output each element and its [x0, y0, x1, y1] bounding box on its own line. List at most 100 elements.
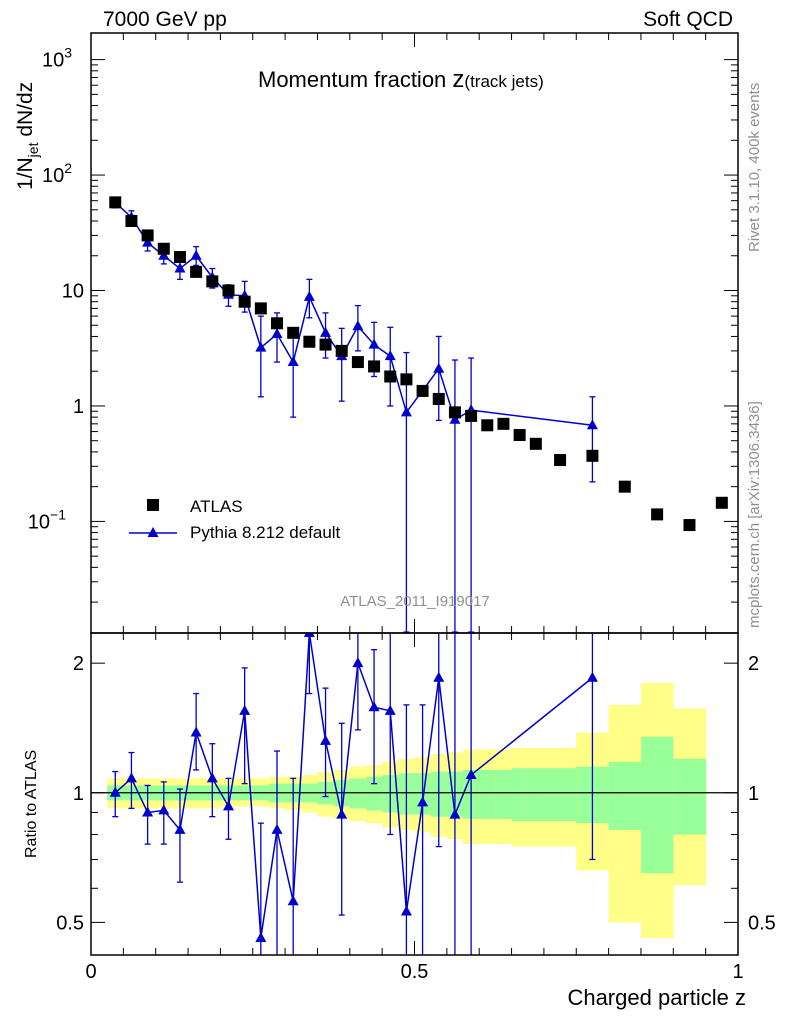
atlas-point: [206, 275, 219, 288]
ratio-point: [433, 671, 445, 682]
pythia-point: [287, 356, 299, 367]
atlas-point: [271, 317, 284, 330]
band-inner: [640, 736, 674, 874]
x-tick-label: 1: [732, 961, 743, 983]
atlas-point: [400, 373, 413, 386]
atlas-point: [368, 360, 381, 373]
atlas-point: [513, 429, 526, 442]
atlas-point: [465, 409, 478, 422]
ratio-y-tick-label-left: 0.5: [56, 912, 84, 934]
band-inner: [479, 769, 496, 819]
main-y-tick-label: 1: [73, 396, 84, 418]
ratio-point: [384, 704, 396, 715]
pythia-point: [271, 328, 283, 339]
atlas-point: [618, 480, 631, 493]
ratio-point: [368, 701, 380, 712]
x-tick-label: 0: [85, 961, 96, 983]
ratio-point: [142, 806, 154, 817]
pythia-point: [255, 341, 267, 352]
main-y-tick-label: 10: [62, 281, 84, 303]
ratio-point: [400, 905, 412, 916]
ratio-point: [352, 657, 364, 668]
main-y-axis-label: 1/Njet dN/dz: [14, 82, 41, 190]
atlas-series: [109, 196, 728, 532]
pythia-point: [586, 419, 598, 430]
band-inner: [673, 758, 707, 835]
band-inner: [511, 768, 529, 821]
atlas-point: [715, 496, 728, 509]
main-y-tick-label: 102: [42, 160, 72, 187]
atlas-point: [335, 344, 348, 357]
x-tick-label: 0.5: [401, 961, 429, 983]
ratio-point: [303, 633, 315, 637]
ratio-point: [222, 800, 234, 811]
pythia-point: [449, 413, 461, 424]
atlas-point: [384, 370, 397, 383]
atlas-point: [683, 519, 696, 532]
ratio-y-tick-label-right: 2: [748, 653, 759, 675]
band-inner: [495, 769, 513, 819]
header-energy: 7000 GeV pp: [103, 8, 227, 31]
ratio-line: [114, 633, 593, 939]
ratio-point: [271, 823, 283, 834]
ratio-point: [417, 796, 429, 807]
ratio-y-axis-label: Ratio to ATLAS: [23, 750, 40, 858]
atlas-point: [157, 242, 170, 255]
ratio-series: [109, 633, 598, 955]
legend-pythia-label: Pythia 8.212 default: [190, 523, 341, 542]
pythia-point: [174, 262, 186, 273]
ratio-y-tick-label-right: 1: [748, 783, 759, 805]
atlas-point: [287, 326, 300, 339]
ratio-y-tick-label-left: 1: [73, 783, 84, 805]
ratio-point: [320, 734, 332, 745]
ratio-point: [255, 931, 267, 942]
atlas-point: [497, 417, 510, 430]
legend-pythia-marker: [147, 527, 159, 537]
source-label: mcplots.cern.ch [arXiv:1306.3436]: [746, 401, 763, 628]
ratio-point: [206, 772, 218, 783]
atlas-point: [238, 295, 251, 308]
atlas-point: [303, 335, 316, 348]
pythia-point: [303, 290, 315, 301]
pythia-point: [190, 249, 202, 260]
band-inner: [365, 776, 383, 811]
main-y-tick-label: 103: [42, 45, 72, 72]
atlas-point: [109, 196, 122, 209]
ratio-point: [109, 786, 121, 797]
band-inner: [608, 761, 642, 830]
atlas-point: [416, 384, 429, 397]
ratio-point: [174, 823, 186, 834]
main-plot-frame: [90, 32, 739, 634]
rivet-version-label: Rivet 3.1.10, 400k events: [746, 82, 763, 252]
pythia-point: [400, 406, 412, 417]
legend: ATLAS Pythia 8.212 default: [129, 497, 341, 542]
atlas-point: [222, 284, 235, 297]
pythia-point: [352, 320, 364, 331]
atlas-point: [173, 251, 186, 264]
analysis-watermark: ATLAS_2011_I919017: [340, 593, 490, 610]
ratio-point: [287, 895, 299, 906]
legend-atlas-label: ATLAS: [190, 497, 243, 516]
band-inner: [527, 768, 545, 821]
pythia-point: [142, 236, 154, 247]
atlas-point: [254, 302, 267, 315]
ratio-plot-frame: [90, 632, 739, 956]
ratio-point: [336, 808, 348, 819]
ratio-panel: 0.5 0.5 1 1 2 2 0 0.5 1: [56, 632, 776, 983]
x-axis-label: Charged particle z: [567, 985, 746, 1010]
atlas-point: [319, 338, 332, 351]
atlas-point: [190, 265, 203, 278]
pythia-point: [433, 362, 445, 373]
atlas-point: [529, 437, 542, 450]
ratio-point: [239, 704, 251, 715]
ratio-y-tick-label-right: 0.5: [748, 912, 776, 934]
ratio-point: [125, 772, 137, 783]
atlas-point: [125, 214, 138, 227]
ratio-point: [586, 671, 598, 682]
ratio-point: [465, 768, 477, 779]
atlas-point: [481, 419, 494, 432]
ratio-point: [449, 808, 461, 819]
band-inner: [543, 768, 577, 821]
